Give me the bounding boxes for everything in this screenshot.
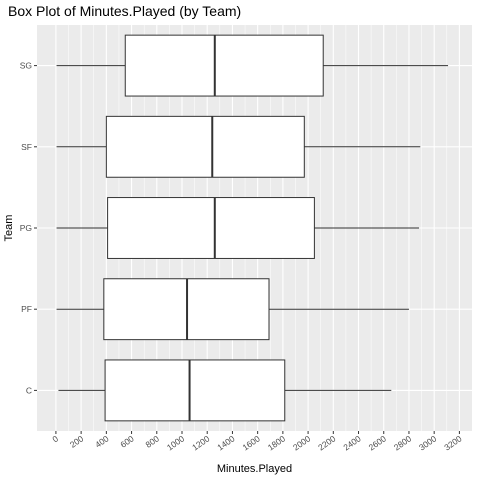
x-tick-label: 600: [118, 433, 136, 449]
x-tick-label: 1600: [241, 433, 262, 452]
iqr-box: [104, 359, 286, 422]
y-tick-label: C: [26, 385, 32, 395]
x-tick-label: 2000: [291, 433, 312, 452]
y-tick-label: PF: [21, 304, 32, 314]
x-tick-label: 2800: [392, 433, 413, 452]
boxes-layer: [56, 34, 449, 422]
x-tick-label: 0: [50, 433, 60, 444]
iqr-box: [105, 115, 305, 178]
x-axis: 0 200 400 600 800 1000 1200 1400 1600 1800 2000 220…: [50, 431, 464, 452]
x-tick-label: 1200: [190, 433, 211, 452]
box-sf: [56, 115, 421, 178]
chart-title: Box Plot of Minutes.Played (by Team): [8, 3, 242, 19]
box-pg: [56, 197, 420, 259]
y-tick-label: PG: [20, 223, 32, 233]
x-tick-label: 2400: [341, 433, 362, 452]
x-tick-label: 1800: [266, 433, 287, 452]
y-axis: C PF PG SF SG: [20, 61, 37, 395]
x-tick-label: 400: [93, 433, 111, 449]
y-axis-title: Team: [3, 215, 15, 242]
x-axis-title: Minutes.Played: [217, 463, 292, 475]
box-pf: [56, 278, 409, 341]
x-tick-label: 1000: [165, 433, 186, 452]
x-tick-label: 3000: [417, 433, 438, 452]
y-tick-label: SG: [20, 61, 32, 71]
y-tick-label: SF: [21, 142, 32, 152]
iqr-box: [107, 197, 315, 259]
x-tick-label: 800: [144, 433, 162, 449]
x-tick-label: 3200: [442, 433, 463, 452]
x-tick-label: 2600: [367, 433, 388, 452]
x-tick-label: 200: [68, 433, 86, 449]
iqr-box: [124, 34, 324, 97]
box-c: [58, 359, 392, 422]
x-tick-label: 2200: [316, 433, 337, 452]
box-sg: [56, 34, 449, 97]
x-tick-label: 1400: [215, 433, 236, 452]
